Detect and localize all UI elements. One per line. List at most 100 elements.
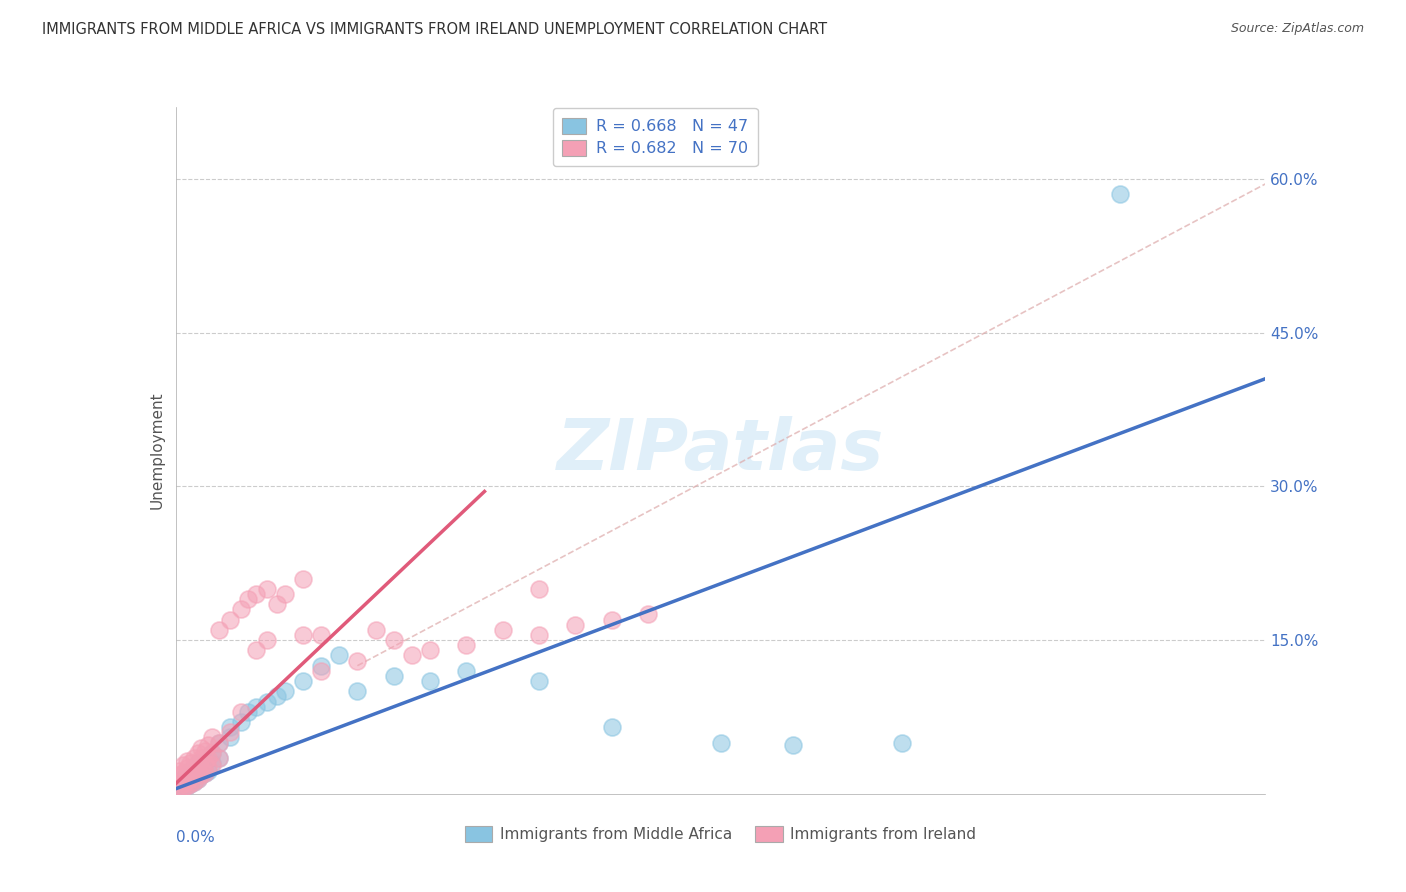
Point <box>190 768 212 782</box>
Point <box>197 761 219 775</box>
Point <box>238 592 260 607</box>
Point <box>291 674 314 689</box>
Point <box>179 764 201 779</box>
Point <box>527 674 550 689</box>
Point <box>238 705 260 719</box>
Legend: Immigrants from Middle Africa, Immigrants from Ireland: Immigrants from Middle Africa, Immigrant… <box>458 820 983 848</box>
Point <box>176 768 198 782</box>
Point <box>208 736 231 750</box>
Point <box>169 774 191 789</box>
Point <box>208 751 231 765</box>
Point <box>309 658 332 673</box>
Point <box>190 761 212 775</box>
Point <box>194 766 217 780</box>
Point <box>190 751 212 765</box>
Point <box>600 720 623 734</box>
Point <box>169 781 191 796</box>
Point <box>309 664 332 678</box>
Point <box>172 772 194 786</box>
Point <box>266 690 288 704</box>
Point <box>197 738 219 752</box>
Point <box>231 705 253 719</box>
Point <box>201 746 224 760</box>
Point <box>382 669 405 683</box>
Point <box>456 664 478 678</box>
Point <box>291 628 314 642</box>
Point <box>208 736 231 750</box>
Point <box>179 764 201 779</box>
Point <box>201 746 224 760</box>
Point <box>245 699 267 714</box>
Point <box>190 740 212 755</box>
Point <box>186 766 209 780</box>
Point <box>201 731 224 745</box>
Point <box>231 715 253 730</box>
Point <box>183 751 205 765</box>
Point <box>328 648 350 663</box>
Point <box>186 772 209 786</box>
Point <box>256 695 278 709</box>
Point <box>208 751 231 765</box>
Point <box>172 777 194 791</box>
Point <box>309 628 332 642</box>
Point <box>527 628 550 642</box>
Point <box>169 781 191 796</box>
Point <box>266 597 288 611</box>
Point <box>245 587 267 601</box>
Point <box>172 780 194 795</box>
Point <box>179 777 201 791</box>
Point <box>194 756 217 771</box>
Point <box>419 674 441 689</box>
Point <box>183 768 205 782</box>
Point <box>456 638 478 652</box>
Point <box>183 774 205 789</box>
Point <box>176 754 198 768</box>
Point <box>194 756 217 771</box>
Point <box>256 633 278 648</box>
Point <box>190 768 212 782</box>
Text: IMMIGRANTS FROM MIDDLE AFRICA VS IMMIGRANTS FROM IRELAND UNEMPLOYMENT CORRELATIO: IMMIGRANTS FROM MIDDLE AFRICA VS IMMIGRA… <box>42 22 827 37</box>
Point <box>183 768 205 782</box>
Point <box>194 766 217 780</box>
Point <box>231 602 253 616</box>
Point <box>201 756 224 771</box>
Point <box>183 761 205 775</box>
Point <box>179 772 201 786</box>
Point <box>172 766 194 780</box>
Point <box>364 623 387 637</box>
Point <box>197 764 219 779</box>
Y-axis label: Unemployment: Unemployment <box>149 392 165 509</box>
Point <box>291 572 314 586</box>
Point <box>274 587 297 601</box>
Point <box>346 684 368 698</box>
Point <box>179 756 201 771</box>
Point <box>600 613 623 627</box>
Point <box>201 758 224 772</box>
Point <box>197 751 219 765</box>
Point <box>637 607 659 622</box>
Point <box>274 684 297 698</box>
Point <box>176 779 198 793</box>
Point <box>176 779 198 793</box>
Point <box>256 582 278 596</box>
Point <box>176 774 198 789</box>
Point <box>190 761 212 775</box>
Point <box>219 720 242 734</box>
Point <box>183 761 205 775</box>
Point <box>245 643 267 657</box>
Point <box>419 643 441 657</box>
Point <box>186 746 209 760</box>
Point <box>492 623 515 637</box>
Point <box>179 777 201 791</box>
Point <box>710 736 733 750</box>
Point <box>1109 187 1132 202</box>
Point <box>176 768 198 782</box>
Point <box>172 777 194 791</box>
Point <box>208 623 231 637</box>
Text: 0.0%: 0.0% <box>176 830 215 845</box>
Point <box>186 766 209 780</box>
Point <box>186 756 209 771</box>
Point <box>782 738 804 752</box>
Point <box>219 725 242 739</box>
Point <box>172 758 194 772</box>
